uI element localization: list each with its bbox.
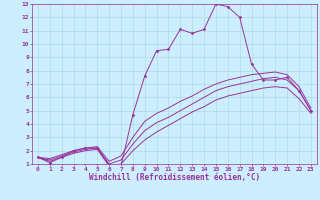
X-axis label: Windchill (Refroidissement éolien,°C): Windchill (Refroidissement éolien,°C) — [89, 173, 260, 182]
